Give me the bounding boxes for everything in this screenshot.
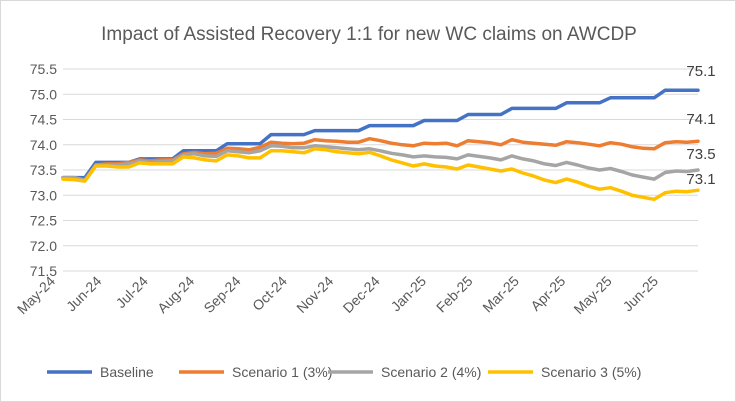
x-tick-label: Feb-25 xyxy=(433,273,476,316)
series-line xyxy=(61,147,700,202)
x-tick-label: Jun-25 xyxy=(620,273,662,315)
legend-label: Scenario 3 (5%) xyxy=(541,364,641,380)
x-tick-label: Apr-25 xyxy=(527,273,568,314)
legend-item: Scenario 2 (4%) xyxy=(328,364,481,380)
data-label: 74.1 xyxy=(686,111,715,128)
series-lines xyxy=(61,88,700,202)
data-label: 75.1 xyxy=(686,63,715,80)
x-tick-label: Jul-24 xyxy=(113,273,151,311)
chart-title: Impact of Assisted Recovery 1:1 for new … xyxy=(101,24,637,45)
legend-label: Baseline xyxy=(100,364,154,380)
y-tick-label: 75.0 xyxy=(30,86,57,102)
x-tick-label: May-25 xyxy=(570,273,614,317)
y-tick-label: 74.0 xyxy=(30,137,57,153)
x-tick-label: Aug-24 xyxy=(154,273,197,316)
legend-item: Scenario 1 (3%) xyxy=(179,364,332,380)
legend-label: Scenario 1 (3%) xyxy=(232,364,332,380)
x-tick-label: Jun-24 xyxy=(63,273,105,315)
x-tick-label: Nov-24 xyxy=(293,273,336,316)
gridlines xyxy=(63,68,698,272)
y-tick-label: 75.5 xyxy=(30,61,57,77)
y-tick-label: 74.5 xyxy=(30,112,57,128)
y-tick-label: 71.5 xyxy=(30,263,57,279)
y-axis: 71.5 72.0 72.5 73.0 73.5 74.0 74.5 75.0 75.5 xyxy=(30,61,57,279)
data-label: 73.1 xyxy=(686,171,715,188)
x-tick-label: Mar-25 xyxy=(479,273,522,316)
y-tick-label: 73.0 xyxy=(30,187,57,203)
x-tick-label: May-24 xyxy=(14,273,58,317)
x-tick-label: Jan-25 xyxy=(388,273,430,315)
end-labels: 75.1 74.1 73.5 73.1 xyxy=(686,63,715,188)
legend: Baseline Scenario 1 (3%) Scenario 2 (4%) Sc… xyxy=(47,364,641,380)
legend-item: Scenario 3 (5%) xyxy=(488,364,641,380)
x-axis: May-24 Jun-24 Jul-24 Aug-24 Sep-24 Oct-24 Nov-… xyxy=(14,270,698,317)
y-tick-label: 72.0 xyxy=(30,238,57,254)
x-tick-label: Dec-24 xyxy=(340,273,383,316)
x-tick-label: Oct-24 xyxy=(249,273,290,314)
y-tick-label: 73.5 xyxy=(30,162,57,178)
data-label: 73.5 xyxy=(686,146,715,163)
y-tick-label: 72.5 xyxy=(30,213,57,229)
legend-label: Scenario 2 (4%) xyxy=(381,364,481,380)
legend-item: Baseline xyxy=(47,364,154,380)
series-line xyxy=(61,144,700,182)
x-tick-label: Sep-24 xyxy=(200,273,243,316)
